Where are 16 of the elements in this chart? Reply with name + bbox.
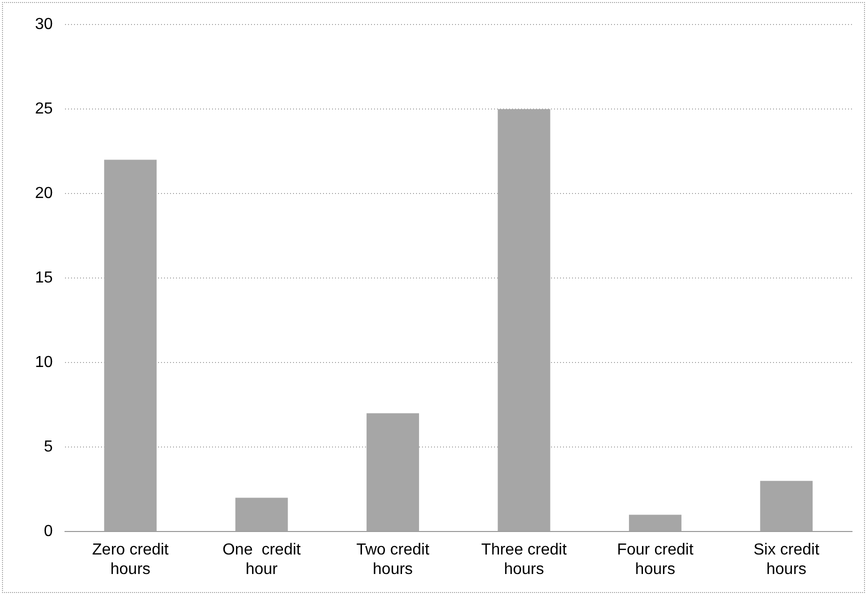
x-tick-label: One credit hour [222, 542, 302, 578]
bar [760, 480, 813, 532]
x-tick-label: Three credit hours [481, 542, 568, 578]
y-tick-label: 15 [35, 270, 53, 287]
y-tick-label: 5 [44, 438, 53, 456]
y-tick-label: 30 [35, 16, 53, 34]
bar [628, 514, 682, 532]
x-tick-label: Four credit hours [616, 542, 694, 578]
y-tick-label: 0 [44, 523, 53, 540]
y-tick-label: 25 [35, 100, 53, 118]
bar [235, 498, 288, 532]
x-tick-label: Zero credit hours [92, 542, 170, 578]
y-tick-label: 20 [35, 185, 53, 202]
x-tick-label: Two credit hours [356, 542, 430, 578]
x-tick-label: Six credit hours [754, 542, 820, 578]
y-tick-label: 10 [35, 354, 53, 372]
